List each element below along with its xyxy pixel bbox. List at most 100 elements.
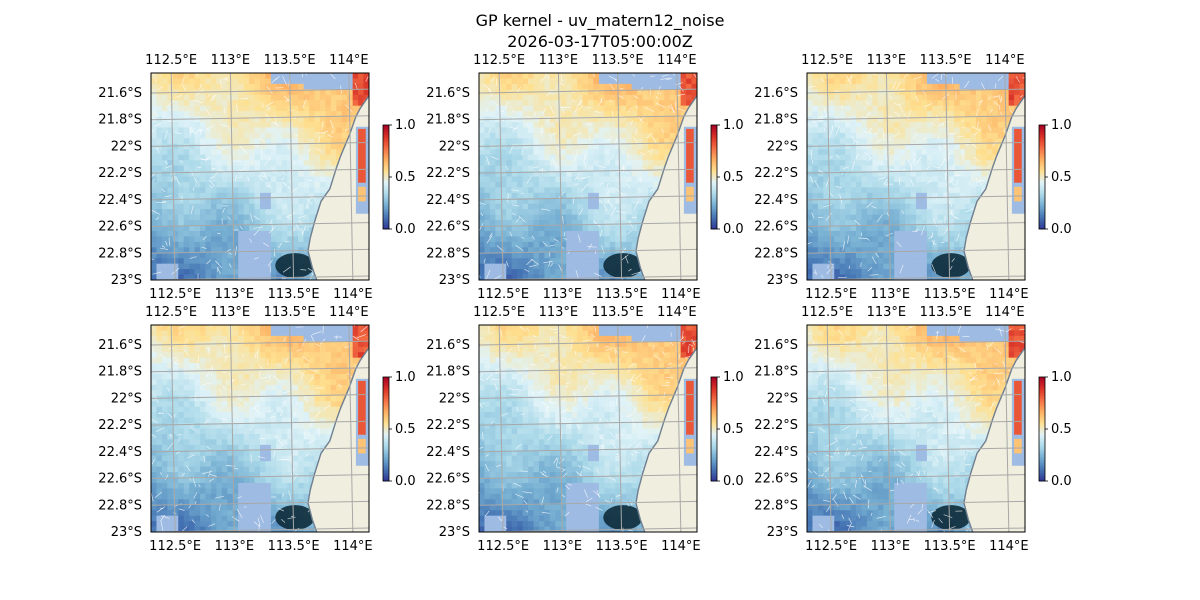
- heatmap-cell: [178, 247, 185, 254]
- heatmap-cell: [828, 83, 835, 90]
- heatmap-cell: [812, 198, 819, 205]
- heatmap-cell: [522, 165, 529, 172]
- heatmap-cell: [265, 220, 272, 226]
- heatmap-cell: [642, 105, 649, 112]
- heatmap-cell: [620, 143, 627, 150]
- heatmap-cell: [823, 127, 830, 134]
- heatmap-cell: [281, 209, 288, 216]
- heatmap-cell: [899, 100, 906, 107]
- heatmap-cell: [484, 263, 491, 270]
- heatmap-cell: [555, 165, 562, 172]
- colorbar-swatch: [383, 187, 389, 190]
- heatmap-cell: [533, 241, 540, 248]
- heatmap-cell: [845, 138, 851, 145]
- heatmap-cell: [970, 165, 977, 172]
- heatmap-cell: [588, 209, 594, 216]
- heatmap-cell: [615, 214, 622, 221]
- colorbar-swatch: [383, 223, 389, 226]
- heatmap-cell: [363, 73, 369, 79]
- heatmap-cell: [850, 230, 857, 237]
- heatmap-cell: [500, 83, 507, 90]
- colorbar-swatch: [383, 149, 389, 152]
- heatmap-cell: [276, 122, 283, 128]
- colorbar-swatch: [711, 151, 717, 154]
- heatmap-cell: [598, 214, 605, 221]
- heatmap-cell: [839, 252, 846, 259]
- heatmap-cell: [232, 209, 239, 216]
- heatmap-cell: [883, 160, 890, 167]
- vector-arrow: [679, 85, 684, 92]
- heatmap-cell: [156, 230, 163, 237]
- heatmap-cell: [910, 127, 917, 134]
- vector-arrow: [249, 238, 252, 243]
- heatmap-cell: [571, 122, 578, 128]
- heatmap-cell: [533, 236, 540, 243]
- heatmap-cell: [948, 143, 955, 150]
- heatmap-cell: [1008, 89, 1015, 96]
- vector-arrow: [483, 258, 486, 264]
- vector-arrow: [175, 132, 182, 135]
- heatmap-cell: [921, 100, 928, 107]
- heatmap-cell: [238, 274, 245, 280]
- heatmap-cell: [986, 138, 993, 145]
- heatmap-cell: [336, 122, 343, 128]
- heatmap-cell: [577, 187, 583, 194]
- heatmap-cell: [680, 83, 687, 90]
- heatmap-cell: [888, 111, 895, 117]
- heatmap-cell: [560, 143, 567, 150]
- heatmap-cell: [577, 181, 583, 188]
- heatmap-cell: [511, 247, 518, 254]
- heatmap-cell: [856, 176, 862, 183]
- heatmap-cell: [161, 94, 168, 101]
- heatmap-cell: [254, 143, 261, 150]
- heatmap-cell: [872, 143, 879, 150]
- heatmap-cell: [249, 236, 255, 243]
- heatmap-cell: [959, 122, 966, 128]
- heatmap-cell: [954, 111, 960, 117]
- heatmap-cell: [975, 94, 982, 101]
- heatmap-cell: [254, 100, 261, 107]
- heatmap-cell: [161, 149, 168, 156]
- heatmap-cell: [598, 252, 605, 259]
- heatmap-cell: [249, 94, 255, 101]
- vector-arrow: [217, 232, 221, 235]
- heatmap-cell: [287, 247, 294, 254]
- vector-arrow: [307, 147, 312, 152]
- heatmap-cell: [828, 187, 835, 194]
- heatmap-cell: [319, 83, 326, 90]
- heatmap-cell: [582, 258, 589, 265]
- colorbar-swatch: [383, 165, 389, 168]
- heatmap-cell: [986, 73, 993, 79]
- heatmap-cell: [161, 274, 168, 280]
- heatmap-cell: [167, 111, 174, 117]
- heatmap-cell: [861, 83, 868, 90]
- vector-arrow: [500, 110, 504, 113]
- heatmap-cell: [647, 160, 654, 167]
- heatmap-cell: [888, 181, 895, 188]
- heatmap-cell: [555, 269, 562, 275]
- heatmap-cell: [484, 209, 491, 216]
- heatmap-cell: [571, 225, 578, 232]
- heatmap-cell: [577, 171, 583, 177]
- heatmap-cell: [314, 181, 321, 188]
- heatmap-cell: [489, 187, 496, 194]
- heatmap-cell: [598, 241, 605, 248]
- heatmap-cell: [948, 83, 955, 90]
- heatmap-cell: [850, 176, 857, 183]
- heatmap-cell: [254, 192, 261, 199]
- heatmap-cell: [325, 171, 332, 177]
- heatmap-cell: [238, 127, 245, 134]
- heatmap-cell: [812, 149, 819, 156]
- heatmap-cell: [598, 176, 605, 183]
- heatmap-cell: [506, 78, 513, 85]
- heatmap-cell: [959, 127, 966, 134]
- heatmap-cell: [352, 94, 359, 101]
- heatmap-cell: [178, 263, 185, 270]
- heatmap-cell: [823, 187, 830, 194]
- vector-arrow: [631, 271, 641, 276]
- heatmap-cell: [937, 132, 944, 139]
- heatmap-cell: [626, 111, 632, 117]
- heatmap-cell: [522, 230, 529, 237]
- heatmap-cell: [156, 73, 163, 79]
- colorbar-swatch: [711, 187, 717, 190]
